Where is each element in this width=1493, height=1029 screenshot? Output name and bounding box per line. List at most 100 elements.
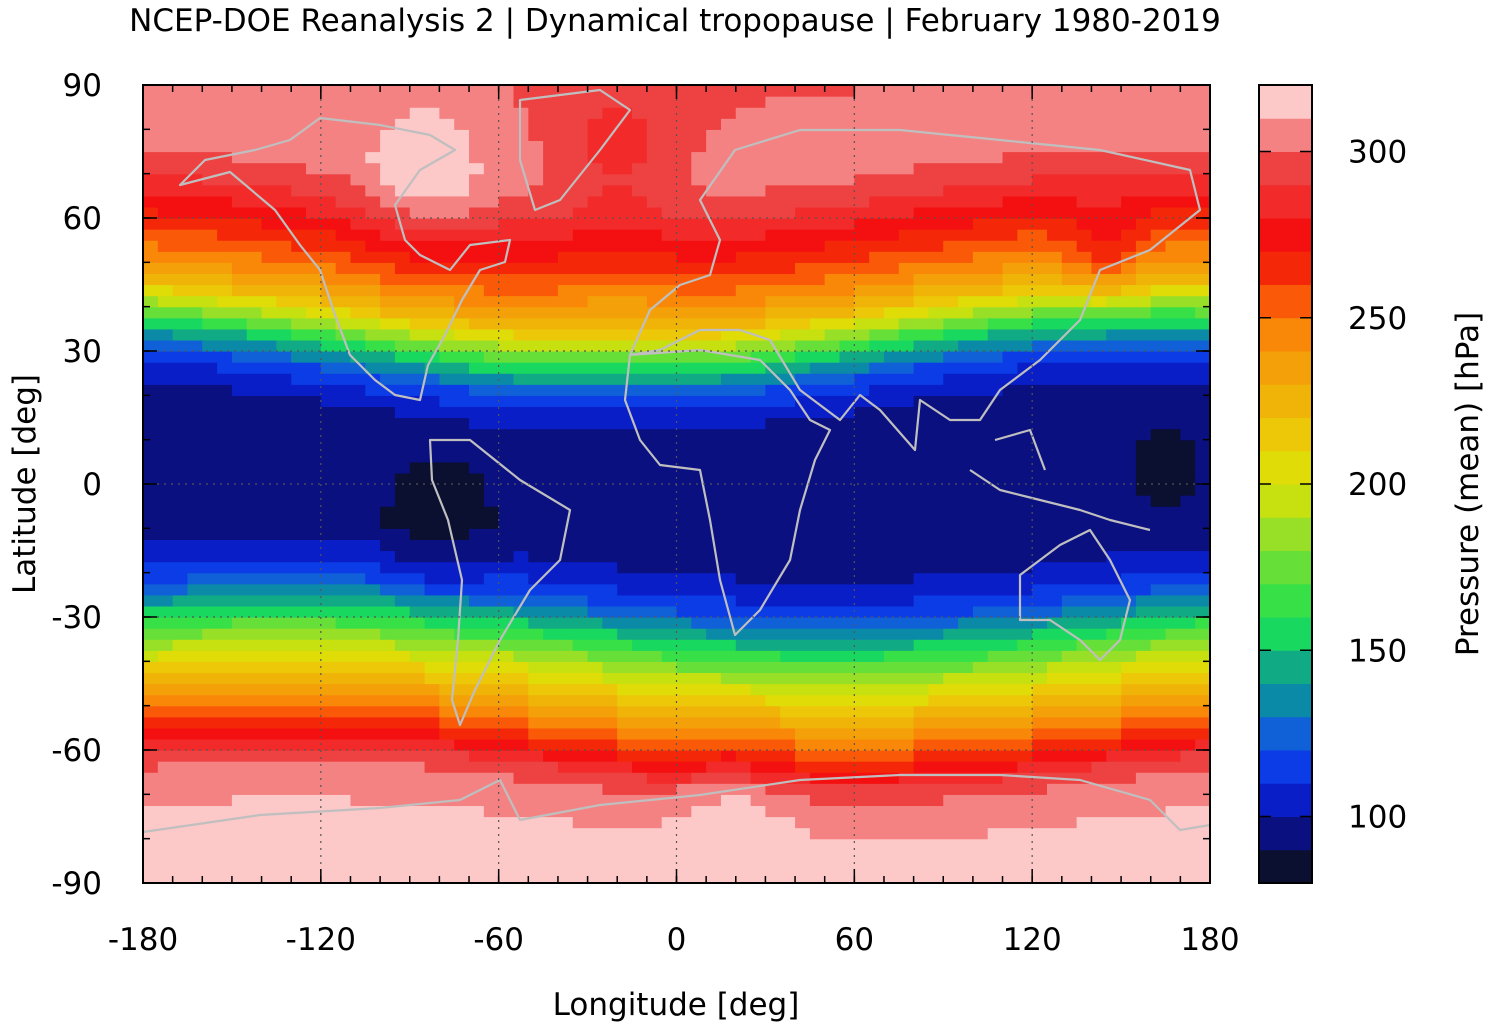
- heatmap-cell: [913, 395, 1210, 408]
- heatmap-cell: [469, 362, 767, 374]
- heatmap-cell: [380, 517, 500, 529]
- colorbar-swatch: [1259, 218, 1312, 252]
- x-axis-label: Longitude [deg]: [553, 987, 800, 1023]
- heatmap-cell: [143, 794, 233, 807]
- heatmap-cell: [1135, 650, 1210, 662]
- heatmap-cell: [1032, 738, 1122, 751]
- heatmap-cell: [646, 772, 692, 784]
- heatmap-cell: [869, 339, 915, 352]
- heatmap-cell: [661, 206, 796, 219]
- heatmap-cell: [439, 694, 529, 707]
- heatmap-cell: [602, 162, 633, 175]
- heatmap-cell: [469, 206, 574, 219]
- heatmap-cell: [320, 395, 440, 408]
- plot-frame: [142, 84, 1211, 884]
- heatmap-cell: [394, 118, 455, 130]
- heatmap-cell: [394, 594, 470, 607]
- heatmap-cell: [765, 306, 855, 319]
- heatmap-cell: [143, 373, 292, 385]
- heatmap-cell: [424, 617, 529, 629]
- y-tick-labels: 90 60 30 0 -30 -60 -90: [51, 68, 102, 902]
- heatmap-cell: [543, 140, 589, 153]
- heatmap-cell: [1032, 561, 1210, 574]
- heatmap-cell: [528, 661, 604, 674]
- heatmap-cell: [320, 284, 381, 297]
- colorbar-swatch: [1259, 716, 1312, 751]
- heatmap-cell: [157, 650, 411, 662]
- heatmap-cell: [765, 96, 1210, 108]
- colorbar-swatch: [1259, 750, 1312, 784]
- heatmap-cell: [883, 306, 930, 319]
- heatmap-cell: [143, 495, 396, 507]
- heatmap-cell: [1106, 750, 1181, 762]
- heatmap-cell: [143, 705, 440, 718]
- heatmap-cell: [513, 650, 589, 662]
- heatmap-cell: [1046, 783, 1210, 795]
- heatmap-cell: [691, 805, 767, 818]
- heatmap-cell: [143, 317, 203, 330]
- heatmap-cell: [143, 617, 233, 629]
- heatmap-cell: [291, 351, 352, 363]
- heatmap-cell: [335, 195, 381, 208]
- heatmap-cell: [987, 650, 1063, 662]
- heatmap-cell: [143, 96, 515, 108]
- heatmap-cell: [143, 262, 233, 275]
- heatmap-cell: [217, 362, 322, 374]
- heatmap-cell: [469, 528, 1210, 541]
- heatmap-cell: [587, 295, 648, 308]
- heatmap-cell: [143, 561, 381, 574]
- heatmap-cell: [424, 661, 529, 674]
- heatmap-cell: [528, 129, 589, 142]
- heatmap-cell: [587, 195, 648, 208]
- heatmap-cell: [143, 716, 440, 729]
- colorbar: [1259, 85, 1312, 884]
- heatmap-cell: [1150, 295, 1210, 308]
- heatmap-cell: [1195, 484, 1210, 496]
- heatmap-cell: [439, 107, 529, 119]
- heatmap-cell: [409, 251, 559, 263]
- heatmap-cell: [1121, 716, 1210, 729]
- heatmap-cell: [261, 251, 352, 263]
- heatmap-cell: [943, 794, 1210, 807]
- heatmap-cell: [1002, 772, 1137, 784]
- y-tick-label: 90: [63, 68, 102, 104]
- heatmap-cell: [795, 351, 841, 363]
- heatmap-cell: [454, 738, 529, 751]
- heatmap-cell: [483, 484, 1137, 496]
- heatmap-cell: [380, 583, 426, 596]
- heatmap-cell: [1180, 750, 1210, 762]
- heatmap-cell: [143, 184, 292, 197]
- heatmap-cell: [1091, 295, 1107, 308]
- heatmap-cell: [750, 351, 796, 363]
- heatmap-cell: [350, 218, 396, 230]
- heatmap-cell: [172, 594, 396, 607]
- heatmap-cell: [557, 251, 678, 263]
- heatmap-cell: [572, 639, 633, 651]
- heatmap-cell: [706, 140, 1210, 153]
- heatmap-cell: [424, 572, 485, 585]
- heatmap-cell: [1032, 683, 1122, 696]
- heatmap-cell: [913, 284, 1004, 297]
- heatmap-cell: [854, 306, 885, 319]
- heatmap-cell: [380, 539, 1210, 552]
- heatmap-cell: [869, 328, 900, 341]
- heatmap-cell: [1032, 694, 1122, 707]
- heatmap-cell: [1135, 240, 1167, 252]
- coastline-eurasia: [628, 128, 1202, 452]
- heatmap-cell: [720, 118, 1210, 130]
- heatmap-cell: [1195, 439, 1210, 452]
- heatmap-cell: [528, 683, 618, 696]
- heatmap-cell: [498, 639, 574, 651]
- heatmap-cell: [958, 617, 1048, 629]
- heatmap-cell: [157, 295, 218, 308]
- heatmap-cell: [1121, 251, 1137, 263]
- x-tick-label: 120: [1003, 922, 1062, 958]
- heatmap-cell: [231, 262, 337, 275]
- heatmap-cell: [883, 351, 944, 363]
- heatmap-cell: [587, 594, 737, 607]
- coastline-australia: [1018, 528, 1132, 662]
- heatmap-cell: [765, 694, 930, 707]
- heatmap-cell: [1017, 761, 1093, 773]
- heatmap-cell: [913, 716, 1033, 729]
- heatmap-cell: [869, 362, 915, 374]
